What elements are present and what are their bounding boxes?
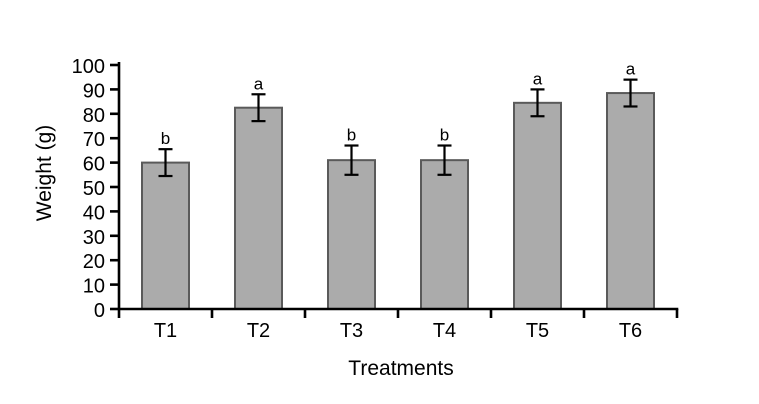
x-tick-label-T1: T1: [154, 320, 177, 342]
sig-letter-T6: a: [626, 60, 636, 79]
y-tick-label-30: 30: [83, 227, 105, 249]
y-tick-label-70: 70: [83, 129, 105, 151]
y-tick-label-60: 60: [83, 154, 105, 176]
bar-T1: [141, 161, 190, 310]
y-tick-label-100: 100: [72, 56, 105, 78]
x-tick-label-T6: T6: [619, 320, 642, 342]
y-tick-label-20: 20: [83, 251, 105, 273]
x-tick-label-T3: T3: [340, 320, 363, 342]
sig-letter-T1: b: [161, 129, 170, 148]
sig-letter-T5: a: [533, 69, 543, 88]
x-tick-label-T5: T5: [526, 320, 549, 342]
sig-letter-T3: b: [347, 126, 356, 145]
y-tick-label-10: 10: [83, 276, 105, 298]
y-axis-title: Weight (g): [33, 124, 56, 222]
x-axis-title: Treatments: [348, 357, 454, 380]
x-tick-label-T4: T4: [433, 320, 456, 342]
sig-letter-T2: a: [254, 74, 264, 93]
y-tick-label-0: 0: [94, 300, 105, 322]
x-tick-label-T2: T2: [247, 320, 270, 342]
bar-T4: [420, 159, 469, 310]
sig-letter-T4: b: [440, 126, 449, 145]
y-tick-label-40: 40: [83, 202, 105, 224]
bar-T6: [606, 92, 655, 310]
y-tick-label-90: 90: [83, 80, 105, 102]
bar-T2: [234, 106, 283, 310]
bar-T3: [327, 159, 376, 310]
bar-T5: [513, 101, 562, 310]
y-tick-label-80: 80: [83, 105, 105, 127]
y-tick-label-50: 50: [83, 178, 105, 200]
